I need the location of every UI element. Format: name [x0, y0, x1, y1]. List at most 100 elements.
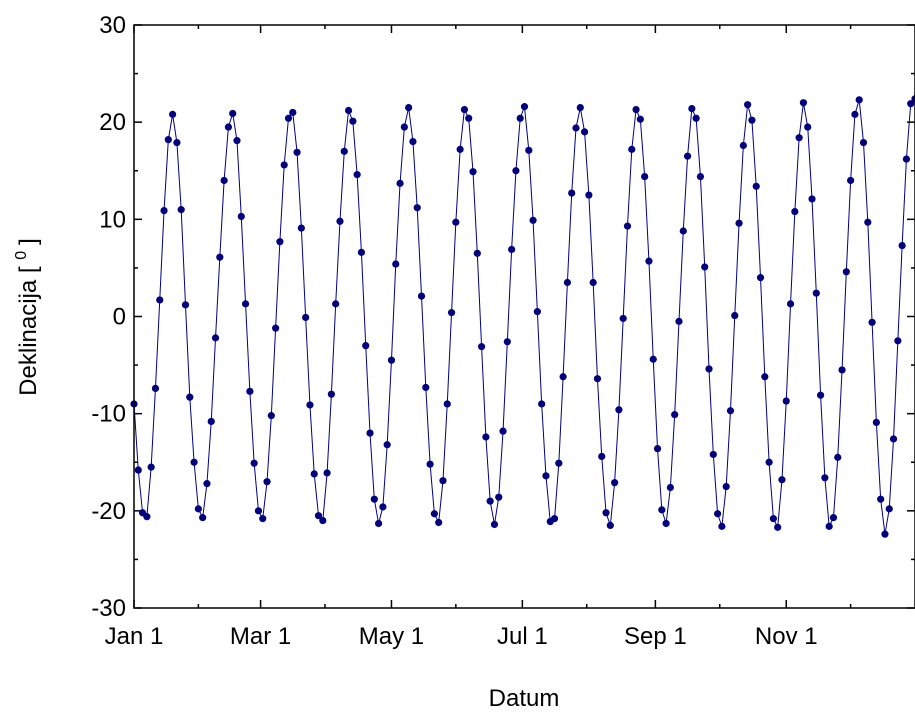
data-point — [199, 514, 207, 522]
data-point — [769, 515, 777, 523]
data-point — [602, 509, 610, 517]
data-point — [216, 253, 224, 261]
data-point — [495, 493, 503, 501]
data-point — [606, 521, 614, 530]
data-point — [628, 145, 636, 153]
plot-area — [130, 95, 915, 538]
data-point — [190, 458, 198, 466]
data-point — [756, 274, 765, 282]
data-point — [362, 342, 370, 350]
data-point — [714, 510, 722, 518]
data-point — [302, 313, 310, 322]
data-point — [473, 249, 481, 257]
data-point — [894, 337, 902, 345]
data-point — [263, 478, 271, 486]
data-point — [516, 114, 524, 122]
data-point — [460, 105, 469, 114]
data-point — [477, 343, 486, 351]
data-point — [297, 224, 305, 232]
data-point — [293, 148, 301, 156]
data-point — [598, 452, 606, 461]
data-point — [194, 505, 202, 513]
data-point — [241, 300, 250, 308]
x-tick-label: Jan 1 — [105, 623, 164, 650]
data-point — [272, 324, 280, 332]
data-point — [761, 373, 769, 381]
data-point — [662, 519, 670, 528]
data-point — [538, 400, 546, 408]
data-point — [709, 450, 717, 459]
data-point — [327, 390, 335, 398]
data-point — [795, 134, 803, 142]
data-point — [718, 522, 726, 530]
data-point — [508, 245, 516, 254]
data-point — [370, 495, 378, 503]
data-point — [319, 516, 327, 525]
data-point — [357, 248, 366, 256]
data-point — [224, 123, 233, 131]
data-point — [855, 96, 863, 104]
data-point — [164, 136, 172, 144]
data-point — [280, 161, 288, 169]
data-point — [666, 483, 675, 492]
data-point — [696, 172, 705, 181]
data-point — [490, 520, 499, 529]
data-point — [671, 411, 679, 419]
data-point — [705, 365, 713, 373]
data-point — [593, 375, 602, 383]
data-point — [151, 384, 160, 392]
data-point — [405, 103, 413, 112]
data-point — [422, 383, 430, 392]
data-point — [181, 301, 190, 309]
data-point — [512, 167, 520, 175]
data-point — [568, 189, 576, 197]
data-point — [525, 146, 533, 154]
data-point — [246, 387, 254, 395]
data-point — [782, 397, 790, 405]
data-point — [503, 338, 511, 346]
data-point — [572, 124, 580, 132]
data-point — [542, 472, 550, 480]
data-point — [143, 513, 151, 521]
data-point — [615, 406, 623, 414]
data-point — [379, 503, 387, 511]
data-point — [744, 101, 752, 109]
data-point — [731, 311, 739, 320]
data-point — [649, 355, 657, 363]
data-point — [778, 476, 786, 484]
series-line — [133, 98, 915, 535]
data-point — [435, 518, 443, 527]
data-point — [147, 463, 155, 471]
data-point — [559, 373, 567, 381]
data-point — [611, 479, 619, 487]
data-point — [430, 510, 438, 518]
data-point — [465, 114, 473, 122]
data-point — [237, 212, 245, 221]
data-point — [752, 182, 760, 190]
data-point — [375, 519, 383, 528]
data-point — [344, 106, 353, 115]
data-point — [786, 300, 795, 308]
x-tick-label: Sep 1 — [624, 623, 687, 650]
y-tick-label: 30 — [99, 12, 126, 39]
data-point — [589, 278, 597, 287]
data-point — [499, 427, 507, 435]
data-point — [267, 412, 275, 420]
data-point — [160, 206, 168, 215]
data-point — [447, 309, 456, 317]
data-point — [186, 393, 194, 401]
data-point — [851, 110, 859, 118]
data-point — [349, 117, 357, 125]
y-tick-label: 20 — [99, 109, 126, 136]
data-point — [332, 300, 340, 308]
data-point — [306, 401, 314, 409]
data-point — [550, 515, 559, 523]
data-point — [868, 318, 876, 326]
data-point — [173, 138, 181, 147]
y-tick-label: -30 — [91, 595, 126, 622]
data-point — [289, 108, 297, 117]
data-point — [739, 141, 747, 150]
data-point — [177, 206, 185, 214]
data-point — [533, 308, 541, 316]
data-point — [692, 114, 700, 122]
